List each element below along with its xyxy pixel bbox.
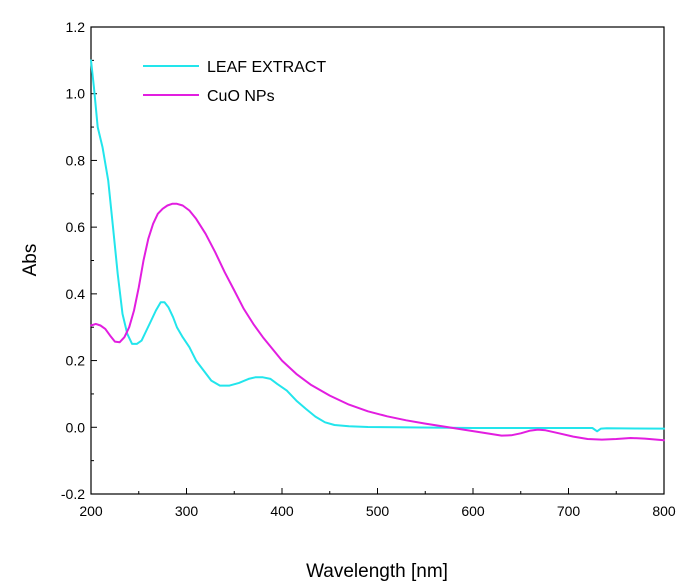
legend-label: LEAF EXTRACT [207,59,326,76]
series-line-leaf-extract [90,59,665,433]
y-tick-label: 0.2 [66,353,86,369]
legend: LEAF EXTRACT CuO NPs [143,59,326,105]
series-line-cuo-nps [90,202,665,442]
y-axis: -0.2 0.0 0.2 0.4 0.6 0.8 1.0 1.2 [61,19,97,502]
y-tick-label: 0.8 [66,152,86,168]
x-axis: 200 300 400 500 600 700 800 [79,488,676,519]
x-tick-label: 300 [175,503,199,519]
y-tick-label: 1.0 [66,86,86,102]
y-tick-label: 1.2 [66,19,86,35]
y-tick-label: 0.6 [66,219,86,235]
y-tick-label: 0.0 [66,419,86,435]
y-tick-label: 0.4 [66,286,86,302]
x-tick-label: 400 [270,503,294,519]
series-layer [90,59,665,442]
x-tick-label: 800 [652,503,676,519]
x-tick-label: 500 [366,503,390,519]
plot-frame [90,26,665,495]
y-tick-label: -0.2 [61,486,85,502]
x-tick-label: 600 [461,503,485,519]
x-tick-label: 200 [79,503,103,519]
x-tick-label: 700 [557,503,581,519]
y-axis-title: Abs [20,244,41,277]
legend-label: CuO NPs [207,88,275,105]
x-axis-title: Wavelength [nm] [306,561,448,581]
